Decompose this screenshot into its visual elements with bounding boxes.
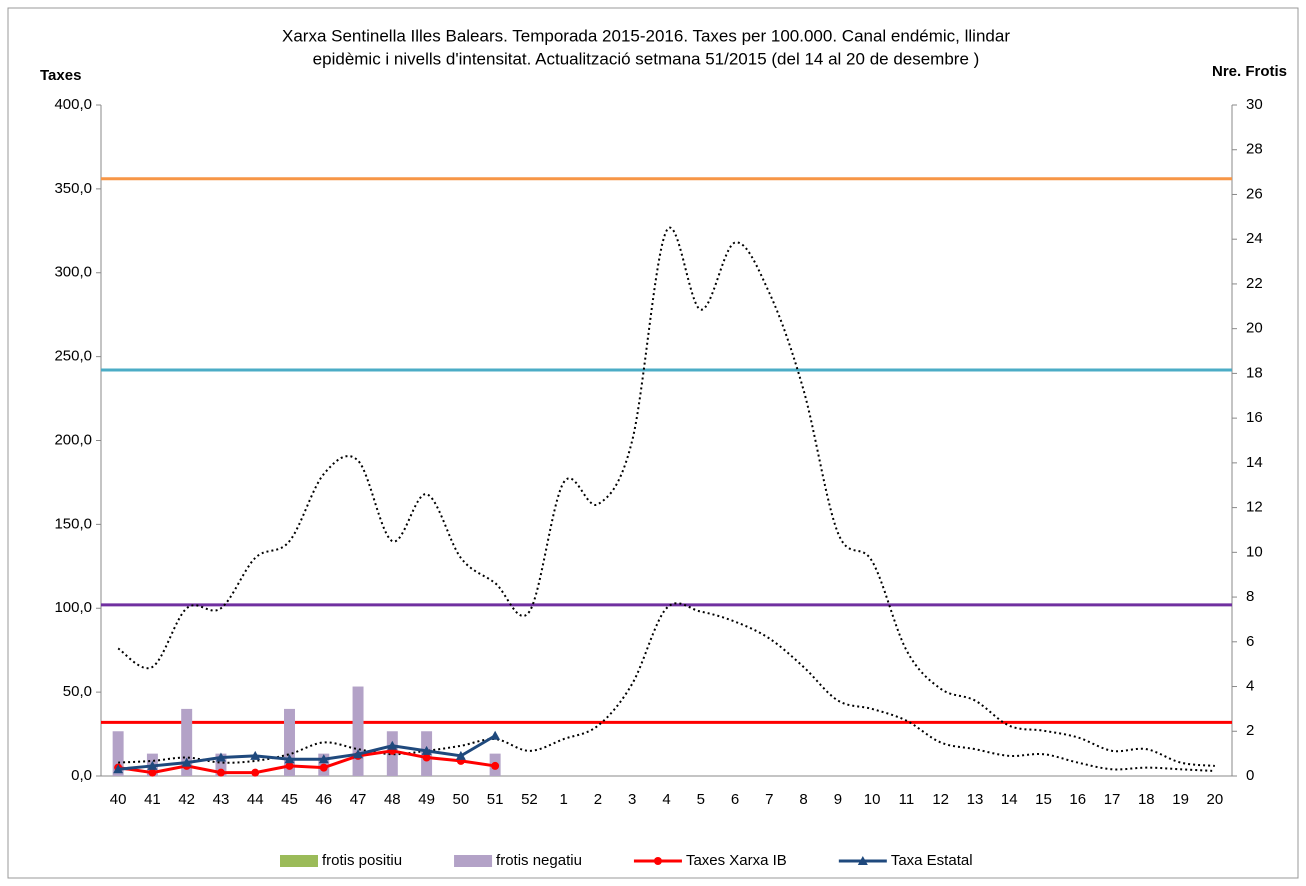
y-tick-label: 400,0 — [54, 96, 92, 113]
marker — [285, 761, 294, 770]
y-tick-label: 250,0 — [54, 348, 92, 365]
x-tick-label: 11 — [899, 791, 915, 808]
x-tick-label: 15 — [1035, 791, 1052, 808]
x-tick-label: 1 — [560, 791, 568, 808]
bar — [112, 731, 124, 776]
marker — [422, 753, 431, 762]
x-tick-label: 51 — [487, 791, 504, 808]
y2-tick-label: 4 — [1246, 678, 1254, 695]
y-axis-label: Taxes — [40, 67, 81, 84]
x-tick-label: 49 — [418, 791, 435, 808]
y2-tick-label: 10 — [1246, 543, 1263, 560]
marker — [491, 761, 500, 770]
y2-tick-label: 0 — [1246, 767, 1254, 784]
line — [117, 734, 496, 771]
x-tick-label: 41 — [144, 791, 161, 808]
x-tick-label: 50 — [453, 791, 470, 808]
x-tick-label: 46 — [315, 791, 332, 808]
marker — [455, 750, 466, 760]
marker — [353, 749, 364, 759]
y-tick-label: 50,0 — [63, 683, 92, 700]
chart-title: epidèmic i nivells d'intensitat. Actuali… — [313, 49, 980, 68]
legend-label: Taxes Xarxa IB — [686, 852, 787, 869]
marker — [490, 730, 501, 740]
legend-label: frotis positiu — [322, 852, 402, 869]
marker — [148, 768, 157, 777]
x-tick-label: 45 — [281, 791, 298, 808]
marker — [250, 750, 261, 760]
legend-marker — [857, 856, 868, 865]
marker — [284, 754, 295, 764]
x-tick-label: 16 — [1069, 791, 1086, 808]
legend-label: Taxa Estatal — [891, 852, 973, 869]
x-tick-label: 13 — [967, 791, 984, 808]
y-tick-label: 300,0 — [54, 264, 92, 281]
x-tick-label: 9 — [834, 791, 842, 808]
y2-tick-label: 14 — [1246, 454, 1263, 471]
marker — [387, 740, 398, 750]
legend-label: frotis negatiu — [496, 852, 582, 869]
x-tick-label: 8 — [799, 791, 807, 808]
x-tick-label: 17 — [1104, 791, 1121, 808]
y-tick-label: 350,0 — [54, 180, 92, 197]
marker — [318, 754, 329, 764]
x-tick-label: 7 — [765, 791, 773, 808]
y2-tick-label: 26 — [1246, 185, 1263, 202]
legend-swatch — [280, 855, 318, 867]
x-tick-label: 44 — [247, 791, 264, 808]
y-tick-label: 100,0 — [54, 599, 92, 616]
x-tick-label: 6 — [731, 791, 739, 808]
y2-tick-label: 6 — [1246, 633, 1254, 650]
marker — [421, 745, 432, 755]
x-tick-label: 43 — [213, 791, 230, 808]
y-tick-label: 150,0 — [54, 515, 92, 532]
bar — [284, 708, 295, 776]
y2-tick-label: 24 — [1246, 230, 1263, 247]
marker — [216, 768, 225, 777]
y-tick-label: 200,0 — [54, 431, 92, 448]
bar — [181, 708, 193, 776]
marker — [251, 768, 260, 777]
y2-tick-label: 30 — [1246, 96, 1263, 113]
x-tick-label: 47 — [350, 791, 367, 808]
x-tick-label: 18 — [1138, 791, 1155, 808]
y2-tick-label: 12 — [1246, 499, 1263, 516]
y2-tick-label: 28 — [1246, 141, 1263, 158]
bar — [215, 753, 227, 776]
y2-tick-label: 2 — [1246, 722, 1254, 739]
legend-marker — [653, 857, 662, 865]
x-tick-label: 4 — [662, 791, 670, 808]
x-tick-label: 52 — [521, 791, 538, 808]
y-tick-label: 0,0 — [71, 767, 92, 784]
marker — [215, 752, 226, 762]
y2-tick-label: 22 — [1246, 275, 1263, 292]
y2-tick-label: 16 — [1246, 409, 1263, 426]
legend-swatch — [454, 855, 493, 867]
x-tick-label: 14 — [1001, 791, 1018, 808]
endemic-curve — [118, 602, 1215, 772]
x-tick-label: 2 — [594, 791, 602, 808]
y2-tick-label: 18 — [1246, 364, 1263, 381]
line — [117, 749, 496, 775]
y2-tick-label: 8 — [1246, 588, 1254, 605]
x-tick-label: 10 — [864, 791, 881, 808]
chart-title: Xarxa Sentinella Illes Balears. Temporad… — [282, 26, 1010, 45]
x-tick-label: 20 — [1207, 791, 1224, 808]
marker — [147, 760, 158, 770]
x-tick-label: 5 — [697, 791, 705, 808]
y2-axis-label: Nre. Frotis — [1212, 63, 1287, 80]
marker — [181, 757, 192, 767]
x-tick-label: 48 — [384, 791, 401, 808]
x-tick-label: 42 — [178, 791, 195, 808]
y2-tick-label: 20 — [1246, 320, 1263, 337]
x-tick-label: 12 — [932, 791, 949, 808]
x-tick-label: 3 — [628, 791, 636, 808]
x-tick-label: 40 — [110, 791, 127, 808]
marker — [319, 763, 328, 772]
x-tick-label: 19 — [1172, 791, 1189, 808]
marker — [113, 764, 124, 774]
bar — [352, 686, 364, 776]
chart-frame — [7, 7, 1299, 879]
